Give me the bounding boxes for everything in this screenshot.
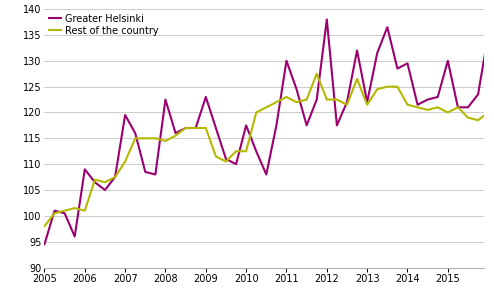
Greater Helsinki (314, 98, 320, 102)
Rest of the country (435, 105, 441, 109)
Rest of the country (102, 180, 108, 184)
Greater Helsinki (203, 95, 209, 99)
Greater Helsinki (122, 113, 128, 117)
Rest of the country (284, 95, 289, 99)
Greater Helsinki (163, 98, 168, 102)
Greater Helsinki (304, 124, 310, 127)
Rest of the country (233, 150, 239, 153)
Greater Helsinki (344, 100, 350, 104)
Rest of the country (223, 160, 229, 163)
Greater Helsinki (374, 51, 380, 55)
Greater Helsinki (354, 49, 360, 52)
Greater Helsinki (41, 243, 47, 246)
Rest of the country (193, 126, 199, 130)
Greater Helsinki (153, 173, 159, 176)
Rest of the country (445, 111, 451, 114)
Rest of the country (153, 136, 159, 140)
Greater Helsinki (223, 157, 229, 161)
Rest of the country (304, 98, 310, 102)
Greater Helsinki (445, 59, 451, 63)
Greater Helsinki (72, 235, 78, 238)
Greater Helsinki (82, 168, 88, 171)
Rest of the country (455, 105, 461, 109)
Greater Helsinki (51, 209, 57, 212)
Line: Greater Helsinki: Greater Helsinki (44, 19, 494, 244)
Rest of the country (364, 103, 370, 107)
Rest of the country (465, 116, 471, 119)
Rest of the country (314, 72, 320, 75)
Rest of the country (374, 88, 380, 91)
Greater Helsinki (405, 62, 411, 65)
Greater Helsinki (142, 170, 148, 174)
Rest of the country (354, 77, 360, 81)
Greater Helsinki (243, 124, 249, 127)
Rest of the country (263, 105, 269, 109)
Rest of the country (62, 209, 68, 212)
Greater Helsinki (112, 175, 118, 179)
Greater Helsinki (253, 150, 259, 153)
Greater Helsinki (193, 126, 199, 130)
Greater Helsinki (233, 162, 239, 166)
Rest of the country (384, 85, 390, 88)
Rest of the country (334, 98, 340, 102)
Rest of the country (344, 103, 350, 107)
Rest of the country (475, 119, 481, 122)
Greater Helsinki (384, 26, 390, 29)
Greater Helsinki (435, 95, 441, 99)
Rest of the country (324, 98, 330, 102)
Line: Rest of the country: Rest of the country (44, 74, 494, 226)
Rest of the country (253, 111, 259, 114)
Rest of the country (163, 139, 168, 143)
Rest of the country (273, 100, 279, 104)
Rest of the country (405, 103, 411, 107)
Rest of the country (122, 160, 128, 163)
Greater Helsinki (475, 92, 481, 96)
Rest of the country (72, 206, 78, 210)
Rest of the country (92, 178, 98, 181)
Greater Helsinki (293, 88, 299, 91)
Greater Helsinki (425, 98, 431, 102)
Rest of the country (142, 136, 148, 140)
Legend: Greater Helsinki, Rest of the country: Greater Helsinki, Rest of the country (47, 12, 161, 38)
Rest of the country (203, 126, 209, 130)
Rest of the country (41, 224, 47, 228)
Greater Helsinki (455, 105, 461, 109)
Rest of the country (414, 105, 420, 109)
Rest of the country (112, 175, 118, 179)
Greater Helsinki (414, 103, 420, 107)
Greater Helsinki (172, 131, 178, 135)
Greater Helsinki (465, 105, 471, 109)
Greater Helsinki (334, 124, 340, 127)
Rest of the country (172, 134, 178, 138)
Greater Helsinki (183, 126, 189, 130)
Rest of the country (293, 100, 299, 104)
Rest of the country (394, 85, 400, 88)
Rest of the country (485, 111, 491, 114)
Greater Helsinki (213, 126, 219, 130)
Rest of the country (51, 212, 57, 215)
Greater Helsinki (132, 131, 138, 135)
Greater Helsinki (263, 173, 269, 176)
Rest of the country (82, 209, 88, 212)
Greater Helsinki (364, 100, 370, 104)
Greater Helsinki (394, 67, 400, 71)
Greater Helsinki (102, 188, 108, 192)
Rest of the country (183, 126, 189, 130)
Rest of the country (213, 154, 219, 158)
Greater Helsinki (62, 212, 68, 215)
Rest of the country (132, 136, 138, 140)
Greater Helsinki (284, 59, 289, 63)
Rest of the country (425, 108, 431, 112)
Greater Helsinki (324, 18, 330, 21)
Greater Helsinki (273, 124, 279, 127)
Rest of the country (243, 150, 249, 153)
Greater Helsinki (485, 33, 491, 37)
Greater Helsinki (92, 180, 98, 184)
